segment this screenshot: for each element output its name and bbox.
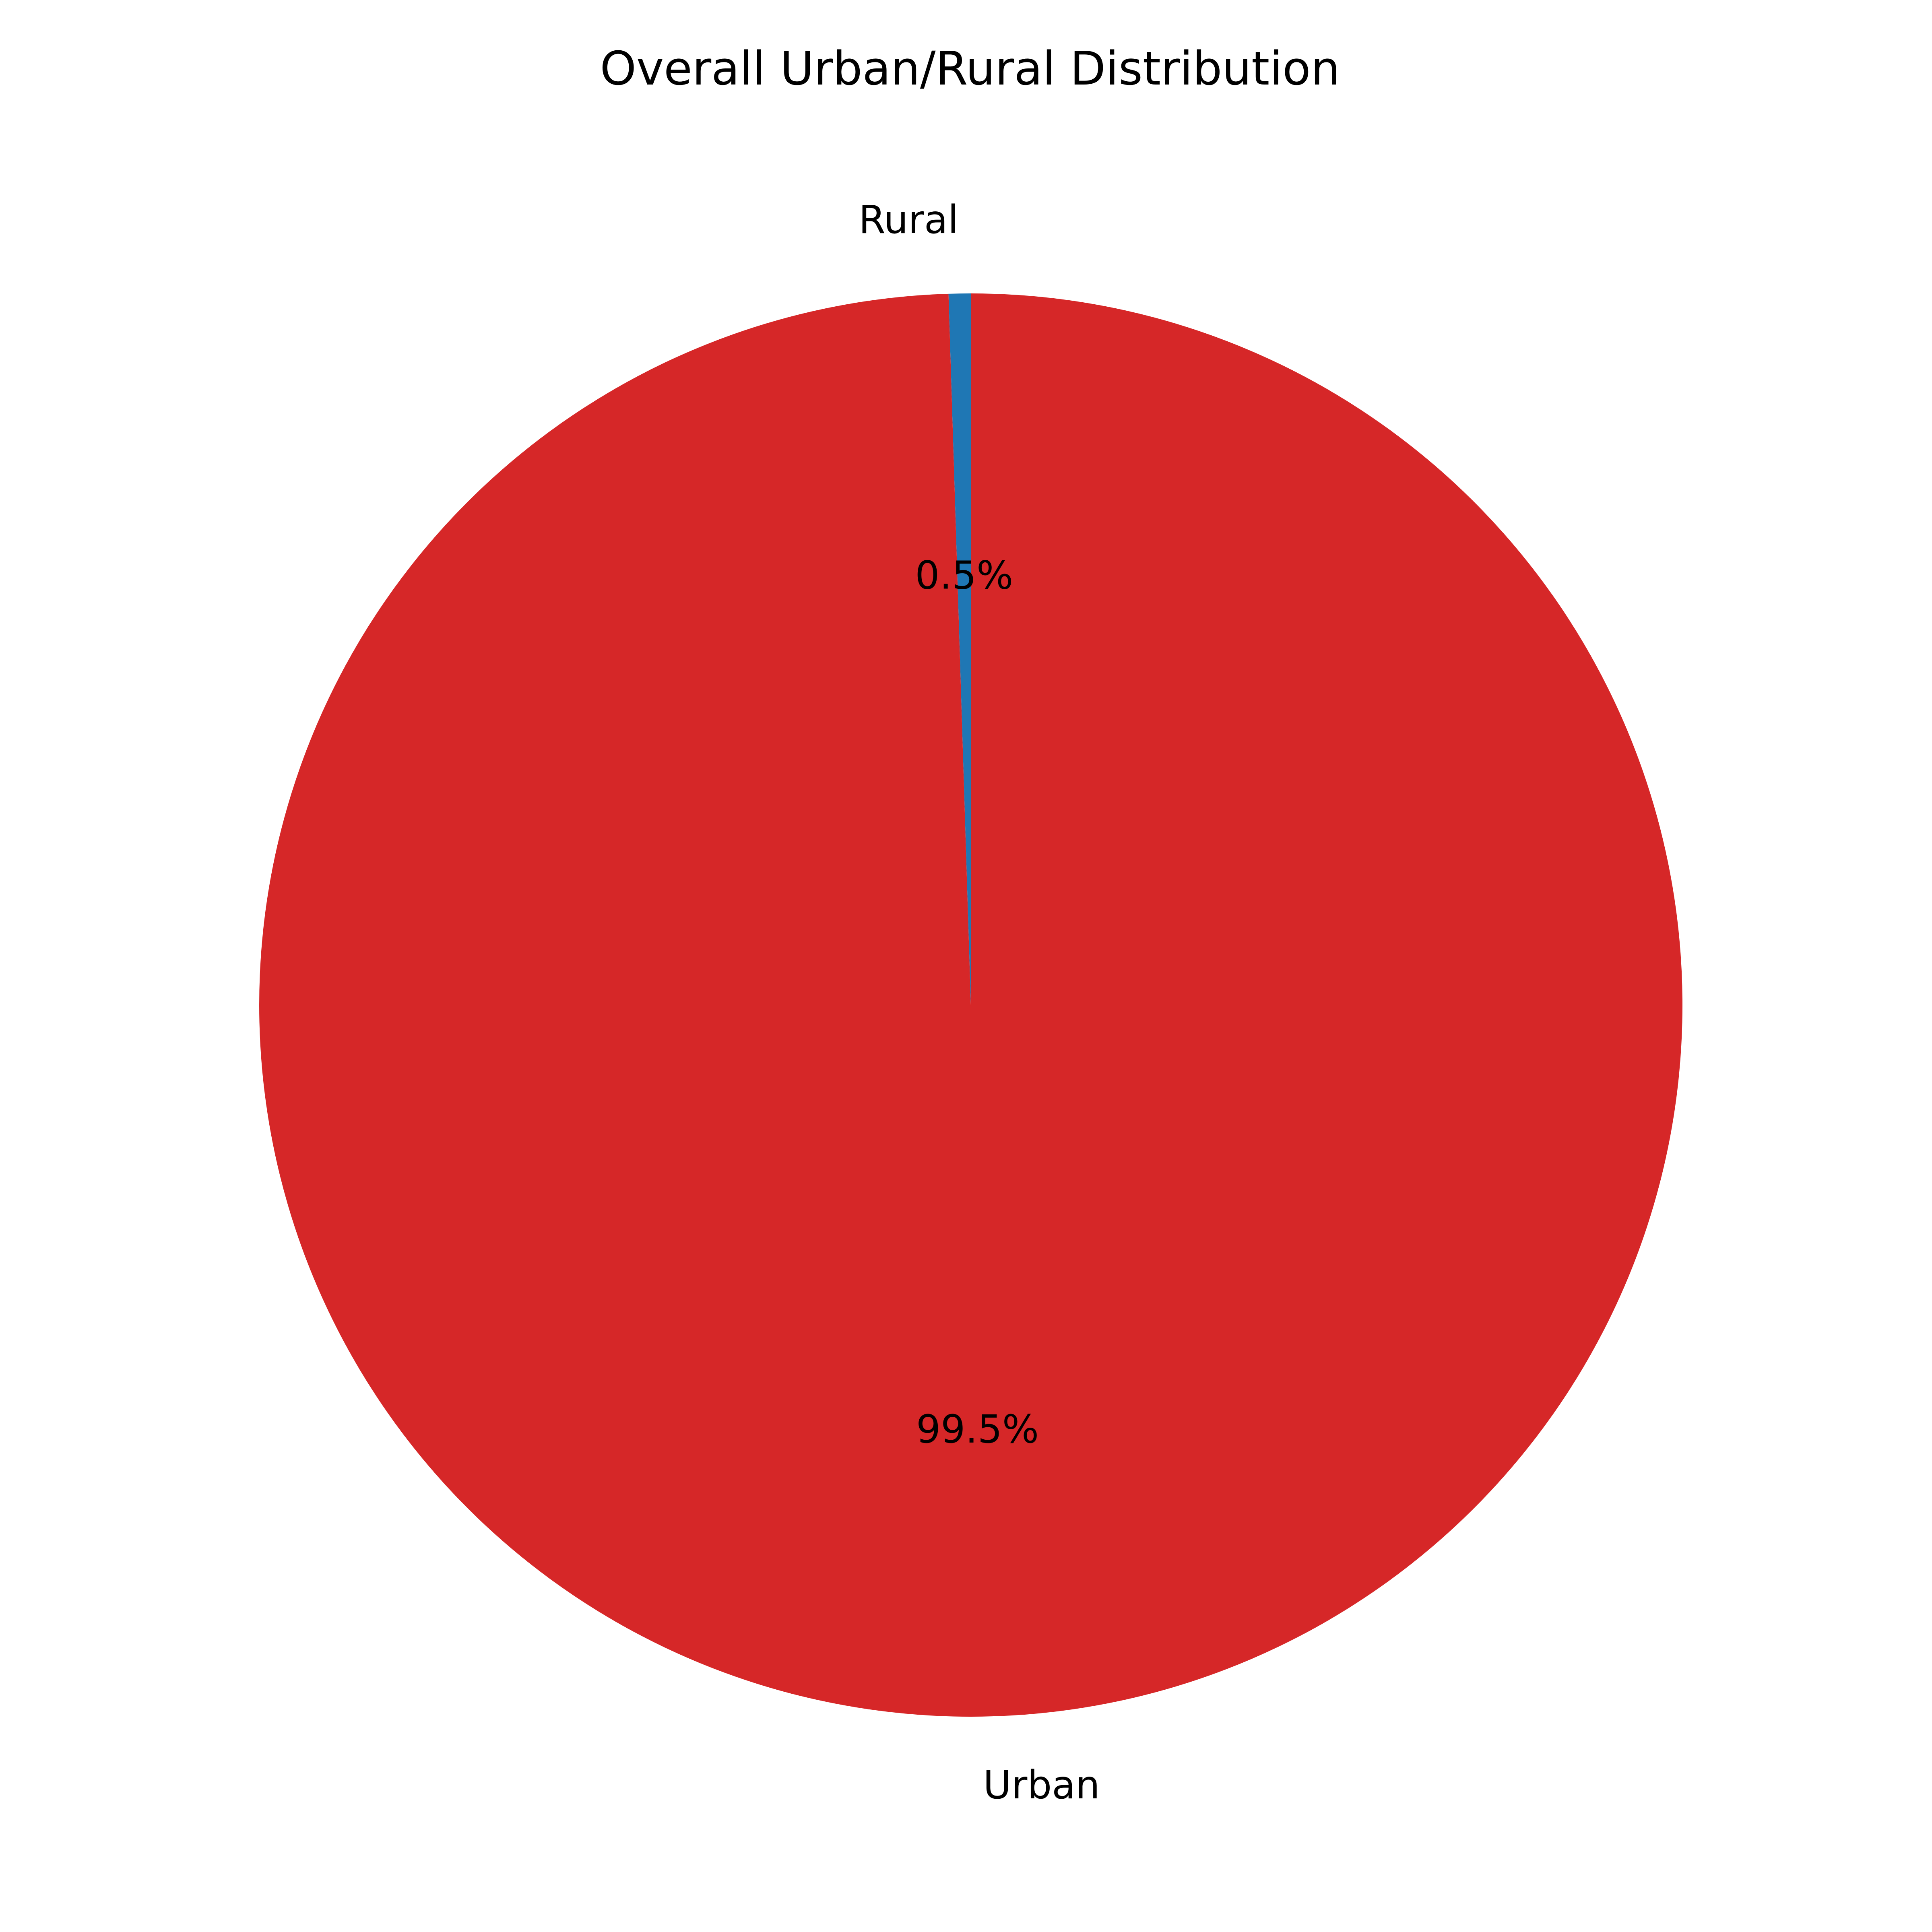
pie-slice-urban [259, 293, 1683, 1717]
slice-label-urban: Urban [983, 1763, 1100, 1808]
pie-slice-rural [948, 293, 971, 1005]
pie-labels: Rural 0.5% Urban 99.5% [859, 197, 1100, 1808]
pie-slices [259, 293, 1683, 1717]
pct-label-rural: 0.5% [915, 553, 1013, 598]
chart-title: Overall Urban/Rural Distribution [600, 42, 1340, 96]
pct-label-urban: 99.5% [916, 1407, 1039, 1452]
slice-label-rural: Rural [859, 197, 958, 242]
